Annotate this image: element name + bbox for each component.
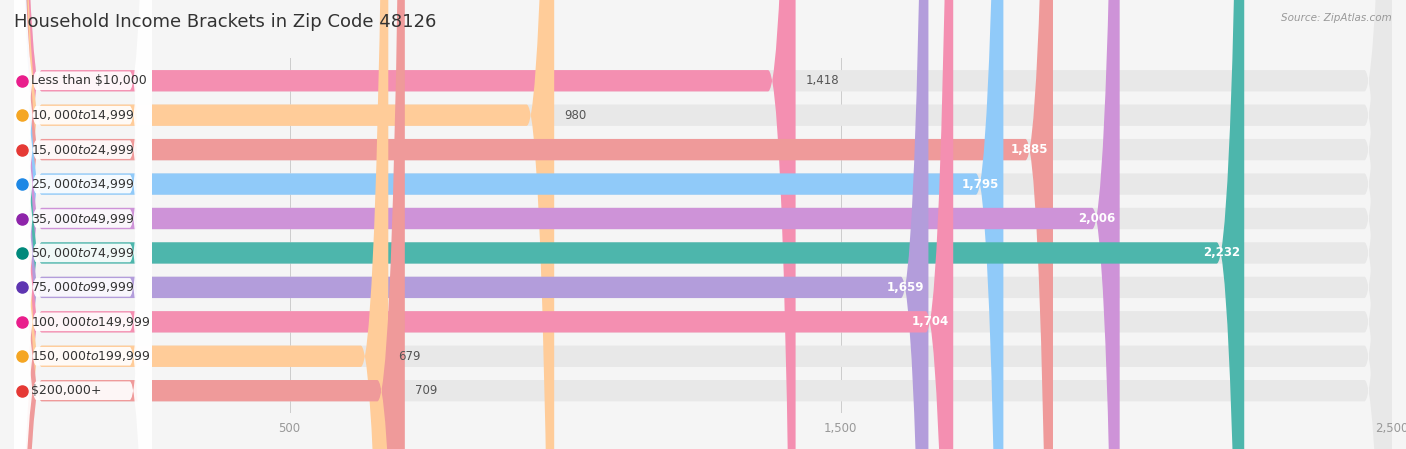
Text: Source: ZipAtlas.com: Source: ZipAtlas.com (1281, 13, 1392, 23)
Text: 2,006: 2,006 (1078, 212, 1115, 225)
Text: $100,000 to $149,999: $100,000 to $149,999 (31, 315, 150, 329)
Text: 1,418: 1,418 (806, 74, 839, 87)
FancyBboxPatch shape (14, 0, 1392, 449)
Text: $25,000 to $34,999: $25,000 to $34,999 (31, 177, 134, 191)
Text: 980: 980 (564, 109, 586, 122)
FancyBboxPatch shape (14, 0, 152, 449)
FancyBboxPatch shape (14, 0, 388, 449)
FancyBboxPatch shape (14, 0, 405, 449)
Text: 1,885: 1,885 (1011, 143, 1049, 156)
FancyBboxPatch shape (14, 0, 1004, 449)
FancyBboxPatch shape (14, 0, 1244, 449)
FancyBboxPatch shape (14, 0, 1392, 449)
Text: 709: 709 (415, 384, 437, 397)
FancyBboxPatch shape (14, 0, 1392, 449)
Text: $75,000 to $99,999: $75,000 to $99,999 (31, 280, 134, 295)
FancyBboxPatch shape (14, 0, 1392, 449)
Text: 679: 679 (398, 350, 420, 363)
FancyBboxPatch shape (14, 0, 152, 449)
FancyBboxPatch shape (14, 0, 152, 449)
FancyBboxPatch shape (14, 0, 1392, 449)
FancyBboxPatch shape (14, 0, 928, 449)
Text: 2,232: 2,232 (1202, 247, 1240, 260)
FancyBboxPatch shape (14, 0, 1392, 449)
FancyBboxPatch shape (14, 0, 152, 449)
FancyBboxPatch shape (14, 0, 152, 449)
Text: Household Income Brackets in Zip Code 48126: Household Income Brackets in Zip Code 48… (14, 13, 436, 31)
FancyBboxPatch shape (14, 0, 152, 449)
FancyBboxPatch shape (14, 0, 152, 449)
Text: 1,795: 1,795 (962, 177, 1000, 190)
FancyBboxPatch shape (14, 0, 1392, 449)
FancyBboxPatch shape (14, 0, 1392, 449)
FancyBboxPatch shape (14, 0, 953, 449)
FancyBboxPatch shape (14, 0, 1392, 449)
FancyBboxPatch shape (14, 0, 796, 449)
Text: $15,000 to $24,999: $15,000 to $24,999 (31, 143, 134, 157)
Text: $150,000 to $199,999: $150,000 to $199,999 (31, 349, 150, 363)
FancyBboxPatch shape (14, 0, 554, 449)
Text: 1,659: 1,659 (887, 281, 924, 294)
Text: 1,704: 1,704 (911, 315, 949, 328)
FancyBboxPatch shape (14, 0, 1392, 449)
FancyBboxPatch shape (14, 0, 152, 449)
FancyBboxPatch shape (14, 0, 1119, 449)
Text: Less than $10,000: Less than $10,000 (31, 74, 146, 87)
FancyBboxPatch shape (14, 0, 152, 449)
Text: $35,000 to $49,999: $35,000 to $49,999 (31, 211, 134, 225)
FancyBboxPatch shape (14, 0, 152, 449)
FancyBboxPatch shape (14, 0, 1053, 449)
Text: $50,000 to $74,999: $50,000 to $74,999 (31, 246, 134, 260)
Text: $200,000+: $200,000+ (31, 384, 101, 397)
Text: $10,000 to $14,999: $10,000 to $14,999 (31, 108, 134, 122)
